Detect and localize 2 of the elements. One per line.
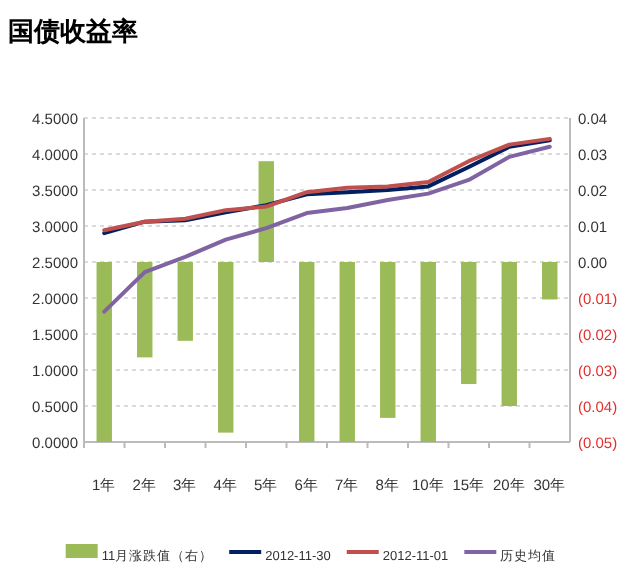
chart-title: 国债收益率 (8, 16, 138, 46)
line-series (102, 144, 552, 314)
